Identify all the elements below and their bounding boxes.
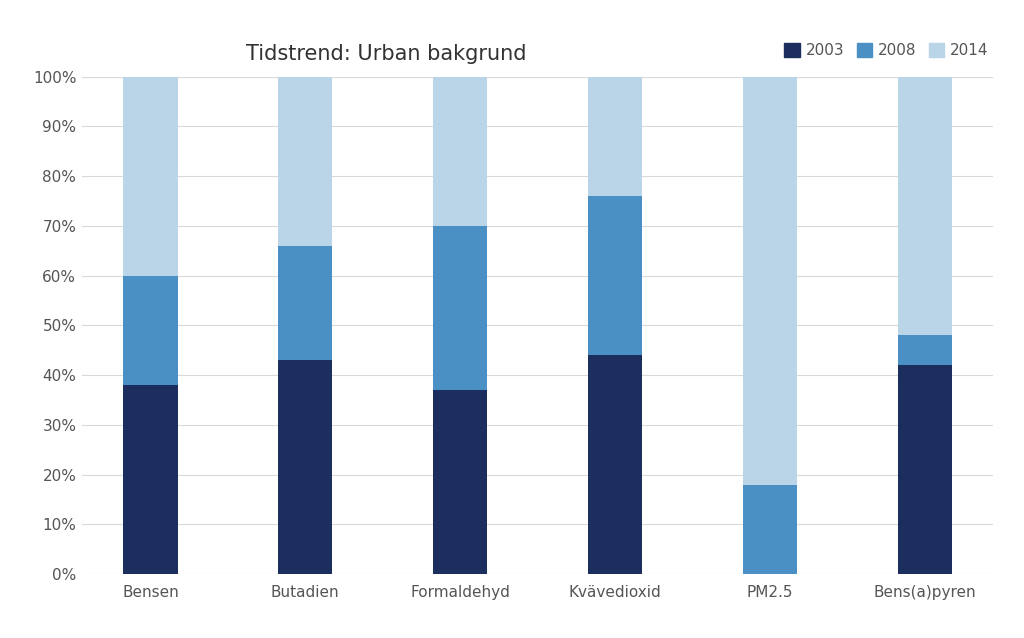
Bar <box>123 77 177 276</box>
Bar <box>898 77 952 336</box>
Bar <box>433 77 487 226</box>
Bar <box>433 226 487 390</box>
Bar <box>123 385 177 574</box>
Text: Tidstrend: Urban bakgrund: Tidstrend: Urban bakgrund <box>246 44 526 64</box>
Bar <box>588 77 642 196</box>
Bar <box>742 485 797 574</box>
Bar <box>588 196 642 355</box>
Legend: 2003, 2008, 2014: 2003, 2008, 2014 <box>778 37 994 64</box>
Bar <box>123 276 177 385</box>
Bar <box>433 390 487 574</box>
Bar <box>279 246 333 360</box>
Bar <box>742 77 797 485</box>
Bar <box>898 365 952 574</box>
Bar <box>279 360 333 574</box>
Bar <box>898 336 952 365</box>
Bar <box>279 77 333 246</box>
Bar <box>588 355 642 574</box>
